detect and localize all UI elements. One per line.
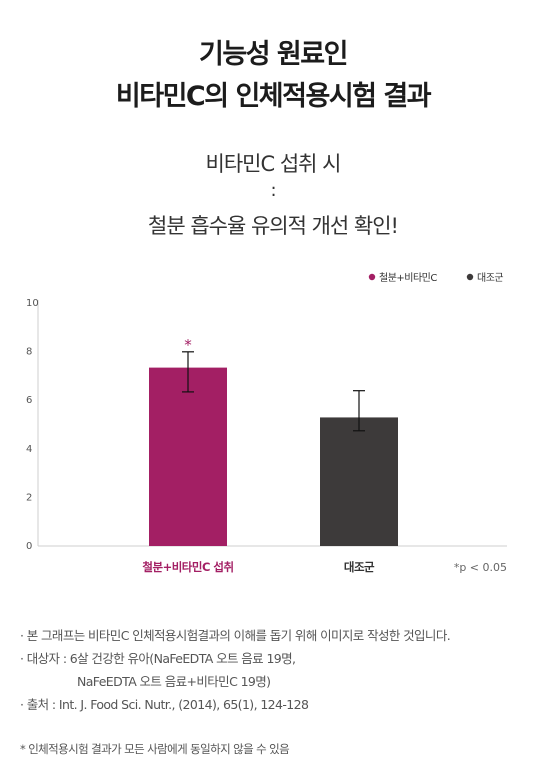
x-tick-label: 철분+비타민C 섭취 bbox=[142, 560, 233, 574]
significance-note: *p < 0.05 bbox=[454, 561, 507, 574]
legend-label: 철분+비타민C bbox=[379, 272, 437, 284]
legend-swatch bbox=[466, 273, 474, 281]
subtitle-separator: : bbox=[270, 180, 276, 201]
legend-swatch bbox=[368, 273, 376, 281]
note-line: · 본 그래프는 비타민C 인체적용시험결과의 이해를 돕기 위해 이미지로 작… bbox=[20, 628, 451, 643]
subtitle-line1: 비타민C 섭취 시 bbox=[205, 152, 342, 176]
y-tick-label: 4 bbox=[26, 444, 32, 455]
y-tick-label: 8 bbox=[26, 347, 32, 358]
bar bbox=[320, 417, 398, 546]
significance-marker: * bbox=[184, 336, 192, 354]
note-line: NaFeEDTA 오트 음료+비타민C 19명) bbox=[77, 674, 271, 689]
page-title-line2: 비타민C의 인체적용시험 결과 bbox=[115, 81, 432, 112]
note-line: · 대상자 : 6살 건강한 유아(NaFeEDTA 오트 음료 19명, bbox=[20, 651, 296, 666]
note-line: · 출처 : Int. J. Food Sci. Nutr., (2014), … bbox=[20, 697, 309, 712]
page-title-line1: 기능성 원료인 bbox=[199, 39, 348, 70]
bar-chart: 철분+비타민C 대조군 0 2 4 6 8 10 * 철분+비타민C 섭취 대조군 *p < … bbox=[26, 272, 507, 574]
disclaimer: * 인체적용시험 결과가 모든 사람에게 동일하지 않을 수 있음 bbox=[20, 742, 290, 756]
bars bbox=[149, 367, 398, 546]
footnotes: · 본 그래프는 비타민C 인체적용시험결과의 이해를 돕기 위해 이미지로 작… bbox=[20, 624, 540, 716]
legend-label: 대조군 bbox=[477, 272, 503, 284]
subtitle-line2: 철분 흡수율 유의적 개선 확인! bbox=[148, 214, 399, 238]
y-tick-label: 6 bbox=[26, 395, 32, 406]
error-bars: * bbox=[182, 336, 365, 432]
x-tick-labels: 철분+비타민C 섭취 대조군 bbox=[142, 560, 375, 574]
y-tick-label: 0 bbox=[26, 541, 32, 552]
y-tick-label: 2 bbox=[26, 492, 32, 503]
bar bbox=[149, 367, 227, 546]
y-tick-label: 10 bbox=[26, 298, 39, 309]
y-tick-labels: 0 2 4 6 8 10 bbox=[26, 298, 39, 552]
chart-legend: 철분+비타민C 대조군 bbox=[368, 272, 504, 284]
x-tick-label: 대조군 bbox=[344, 560, 375, 574]
